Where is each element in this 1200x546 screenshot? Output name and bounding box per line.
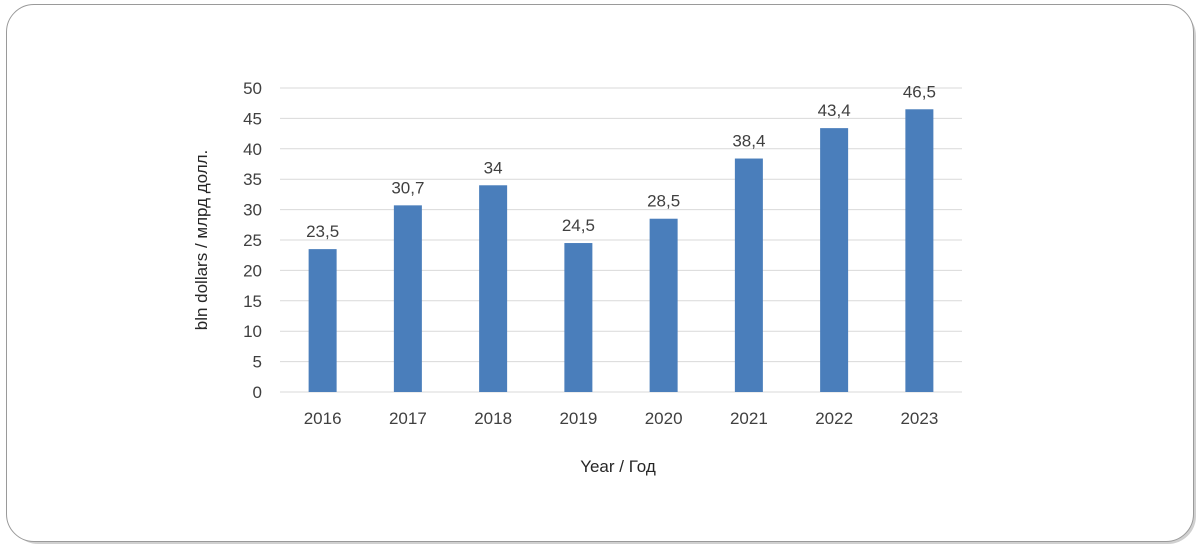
x-tick-label: 2019 [559, 409, 597, 428]
bar [905, 109, 934, 392]
bar [734, 158, 763, 392]
y-tick-label: 50 [243, 79, 262, 98]
y-tick-label: 15 [243, 292, 262, 311]
y-tick-label: 40 [243, 140, 262, 159]
x-axis-title: Year / Год [580, 457, 656, 476]
x-tick-label: 2016 [304, 409, 342, 428]
bar [308, 249, 337, 392]
y-tick-label: 20 [243, 261, 262, 280]
y-tick-label: 30 [243, 201, 262, 220]
bar [564, 243, 593, 392]
chart-frame [6, 4, 1194, 542]
data-label: 34 [484, 158, 503, 177]
bar [479, 185, 508, 392]
x-tick-labels: 2016 2017 2018 2019 2020 2021 2022 2023 [304, 409, 939, 428]
x-tick-label: 2022 [815, 409, 853, 428]
y-tick-label: 5 [253, 353, 262, 372]
x-tick-label: 2017 [389, 409, 427, 428]
data-label: 23,5 [306, 222, 339, 241]
data-label: 28,5 [647, 192, 680, 211]
x-tick-label: 2020 [645, 409, 683, 428]
x-tick-label: 2023 [900, 409, 938, 428]
y-axis-title: bln dollars / млрд долл. [192, 150, 211, 331]
data-label: 24,5 [562, 216, 595, 235]
y-tick-label: 10 [243, 322, 262, 341]
bar [649, 218, 678, 392]
x-tick-label: 2021 [730, 409, 768, 428]
data-label: 43,4 [818, 101, 851, 120]
x-tick-label: 2018 [474, 409, 512, 428]
data-label: 46,5 [903, 82, 936, 101]
data-label: 38,4 [732, 132, 765, 151]
y-tick-label: 35 [243, 170, 262, 189]
data-labels: 23,5 30,7 34 24,5 28,5 38,4 43,4 46,5 [306, 82, 936, 241]
gridlines [280, 87, 962, 393]
bars [308, 109, 934, 393]
y-tick-label: 45 [243, 109, 262, 128]
bar [393, 205, 422, 392]
y-tick-labels: 0 5 10 15 20 25 30 35 40 45 50 [243, 79, 262, 402]
bar [820, 128, 849, 393]
data-label: 30,7 [391, 178, 424, 197]
y-tick-label: 25 [243, 231, 262, 250]
y-tick-label: 0 [253, 383, 262, 402]
